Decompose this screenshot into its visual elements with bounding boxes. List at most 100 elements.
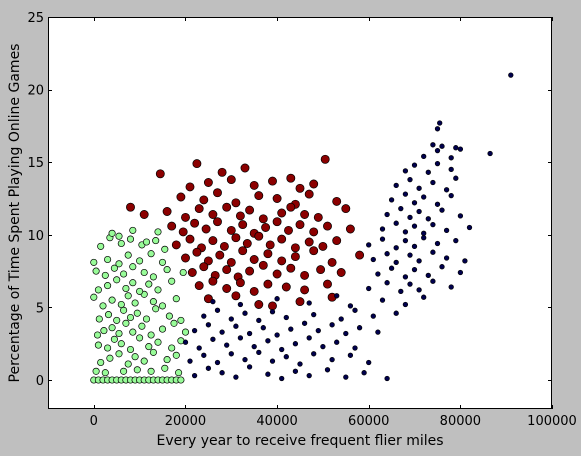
data-point-series-2	[281, 282, 291, 292]
data-point-series-3	[343, 374, 349, 380]
data-point-series-1	[129, 328, 137, 336]
data-point-series-3	[260, 325, 266, 331]
data-point-series-2	[176, 192, 186, 202]
data-point-series-3	[196, 345, 202, 351]
data-point-series-3	[246, 364, 253, 370]
data-point-series-3	[265, 371, 271, 377]
data-point-series-3	[402, 168, 409, 174]
data-point-series-3	[356, 325, 363, 331]
data-point-series-3	[393, 259, 399, 266]
data-point-series-3	[443, 187, 450, 193]
data-point-series-1	[117, 340, 125, 348]
data-point-series-1	[94, 341, 102, 349]
data-point-series-3	[379, 226, 386, 232]
data-point-series-3	[352, 345, 358, 351]
data-point-series-1	[149, 298, 157, 306]
data-point-series-3	[210, 298, 216, 305]
data-point-series-3	[487, 150, 493, 157]
data-point-series-3	[315, 327, 321, 334]
data-point-series-3	[402, 229, 409, 235]
data-point-series-3	[411, 162, 418, 168]
y-tick-label: 25	[27, 11, 44, 26]
data-point-series-2	[178, 227, 188, 237]
data-point-series-2	[286, 263, 296, 273]
data-point-series-3	[352, 307, 358, 313]
data-point-series-1	[129, 226, 137, 234]
data-point-series-3	[246, 330, 253, 337]
data-point-series-3	[462, 258, 468, 264]
data-point-series-3	[448, 155, 454, 161]
data-point-series-1	[149, 273, 157, 281]
x-tick-label: 40000	[256, 414, 297, 429]
data-point-series-2	[139, 210, 149, 219]
data-point-series-1	[100, 327, 108, 335]
data-point-series-3	[219, 329, 225, 335]
data-point-series-3	[393, 310, 399, 316]
data-point-series-2	[208, 276, 218, 286]
data-point-series-3	[443, 255, 450, 261]
data-point-series-1	[124, 251, 132, 259]
data-point-series-3	[388, 265, 395, 271]
data-point-series-1	[129, 279, 137, 287]
data-point-series-2	[355, 250, 365, 260]
data-point-series-2	[245, 266, 255, 276]
data-point-series-1	[136, 257, 144, 265]
x-tick-label: 80000	[440, 414, 481, 429]
x-tick-label: 0	[90, 414, 98, 429]
data-point-series-2	[226, 175, 236, 185]
data-point-series-3	[306, 372, 312, 379]
data-point-series-1	[106, 354, 114, 362]
data-point-series-1	[117, 239, 125, 248]
data-point-series-3	[407, 252, 413, 258]
data-point-series-3	[384, 251, 390, 257]
data-point-series-3	[288, 326, 294, 332]
data-point-series-2	[231, 291, 241, 301]
data-point-series-1	[140, 357, 148, 365]
data-point-series-2	[238, 220, 248, 230]
data-point-series-2	[272, 217, 282, 227]
data-point-series-1	[129, 263, 137, 271]
data-point-series-3	[214, 307, 221, 313]
data-point-series-3	[274, 332, 280, 338]
data-point-series-1	[101, 369, 109, 377]
data-point-series-2	[187, 268, 197, 277]
data-point-series-2	[290, 243, 300, 253]
data-point-series-1	[177, 316, 185, 324]
data-point-series-2	[222, 202, 232, 212]
data-point-series-1	[181, 328, 190, 336]
data-point-series-2	[199, 262, 209, 272]
data-point-series-1	[90, 293, 98, 301]
data-point-series-1	[133, 366, 141, 374]
data-point-series-3	[205, 322, 212, 328]
data-point-series-1	[108, 324, 116, 332]
data-point-series-3	[237, 301, 244, 308]
data-point-series-2	[208, 236, 218, 246]
data-point-series-1	[95, 315, 103, 323]
data-point-series-2	[332, 196, 342, 206]
data-point-series-3	[416, 258, 422, 264]
data-point-series-2	[341, 204, 351, 214]
data-point-series-1	[108, 229, 116, 237]
data-point-series-3	[370, 256, 376, 263]
data-point-series-3	[256, 349, 262, 356]
data-point-series-3	[361, 370, 367, 376]
data-point-series-1	[122, 284, 130, 293]
data-point-series-1	[124, 292, 132, 300]
data-point-series-3	[434, 160, 441, 167]
data-point-series-3	[265, 338, 271, 344]
data-point-series-3	[411, 266, 418, 273]
data-point-series-3	[347, 352, 354, 358]
data-point-series-3	[448, 284, 454, 290]
data-point-series-1	[99, 302, 107, 310]
data-point-series-1	[104, 255, 112, 264]
plot-frame	[48, 17, 552, 409]
data-point-series-3	[187, 358, 193, 364]
data-point-series-2	[309, 227, 319, 237]
data-point-series-3	[347, 303, 354, 309]
data-point-series-1	[152, 237, 160, 245]
data-point-series-3	[201, 313, 207, 319]
data-point-series-3	[421, 230, 427, 236]
scatter-marks	[90, 72, 514, 384]
